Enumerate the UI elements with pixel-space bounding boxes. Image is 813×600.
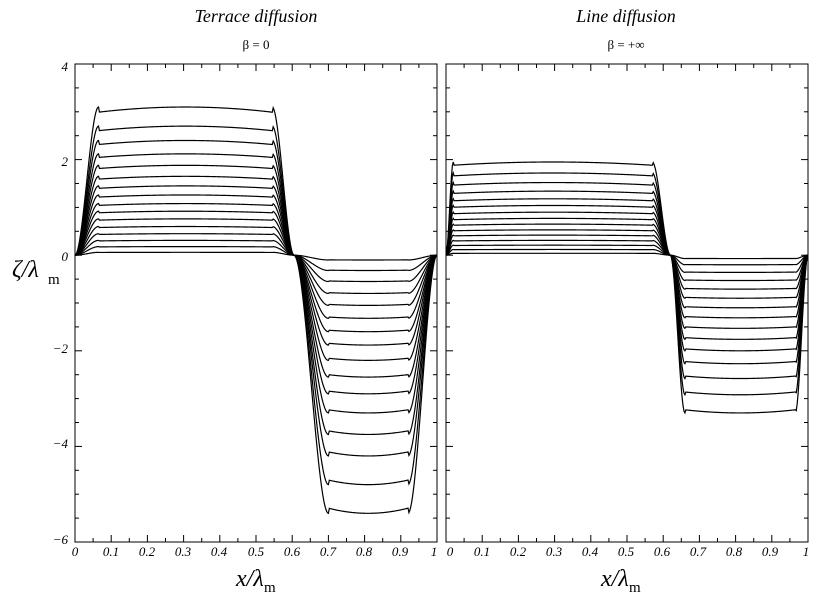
series-line-3 — [74, 139, 438, 457]
left-x-tick-labels: 0 0.1 0.2 0.3 0.4 0.5 0.6 0.7 0.8 0.9 1 — [72, 544, 438, 559]
right-curves — [445, 161, 809, 415]
series-line-5 — [74, 164, 438, 414]
y-tick-label: −2 — [53, 341, 69, 356]
series-line-4 — [445, 189, 809, 365]
series-line-11 — [445, 234, 809, 290]
right-x-axis-label: x/λ m — [600, 566, 641, 596]
x-tick-label: 0.8 — [726, 544, 743, 559]
x-tick-label: 0.1 — [103, 544, 119, 559]
x-tick-label: 0.7 — [690, 544, 707, 559]
left-x-axis-label-main: x/λ — [235, 566, 264, 592]
series-line-7 — [74, 185, 438, 378]
x-tick-label: 0.3 — [175, 544, 192, 559]
series-line-2 — [445, 170, 809, 397]
y-tick-label: −6 — [53, 532, 69, 547]
series-line-9 — [445, 223, 809, 309]
left-panel-subtitle: β = 0 — [243, 37, 270, 52]
x-tick-label: 0.9 — [392, 544, 409, 559]
series-line-16 — [74, 251, 438, 261]
series-line-15 — [445, 252, 809, 260]
series-line-15 — [74, 245, 438, 272]
series-line-14 — [445, 248, 809, 266]
left-tick-marks — [74, 63, 438, 543]
right-x-axis-label-sub: m — [629, 580, 641, 596]
right-panel-subtitle: β = +∞ — [607, 37, 644, 52]
series-line-1 — [74, 105, 438, 515]
y-tick-label: −4 — [53, 436, 69, 451]
x-tick-label: 0.2 — [139, 544, 156, 559]
series-line-10 — [74, 210, 438, 333]
x-tick-label: 0 — [72, 544, 79, 559]
left-plot-frame — [74, 63, 438, 543]
series-line-3 — [445, 180, 809, 380]
y-axis-label: ζ/λ m — [12, 257, 60, 288]
x-tick-label: 0.8 — [356, 544, 373, 559]
series-line-10 — [445, 228, 809, 299]
left-x-axis-label: x/λ m — [235, 566, 276, 596]
x-tick-label: 0.1 — [474, 544, 490, 559]
right-plot-panel — [445, 63, 809, 543]
left-panel-title: Terrace diffusion — [195, 6, 318, 26]
y-tick-label: 2 — [62, 154, 69, 169]
right-panel-title: Line diffusion — [575, 6, 676, 26]
x-tick-label: 1 — [431, 544, 438, 559]
right-tick-marks — [445, 63, 809, 543]
x-tick-label: 0 — [447, 544, 454, 559]
y-tick-label: 4 — [62, 59, 69, 74]
series-line-8 — [74, 194, 438, 362]
series-line-2 — [74, 124, 438, 486]
series-line-13 — [74, 233, 438, 295]
x-tick-label: 0.4 — [211, 544, 228, 559]
series-line-6 — [74, 175, 438, 395]
series-line-12 — [445, 239, 809, 282]
left-curves — [74, 105, 438, 515]
x-tick-label: 0.6 — [654, 544, 671, 559]
y-tick-labels: 4 2 0 −2 −4 −6 — [53, 59, 69, 547]
series-line-13 — [445, 244, 809, 274]
x-tick-label: 1 — [803, 544, 810, 559]
series-line-7 — [445, 210, 809, 330]
y-axis-label-sub: m — [48, 272, 60, 288]
x-tick-label: 0.4 — [582, 544, 599, 559]
left-plot-panel — [74, 63, 438, 543]
x-tick-label: 0.7 — [320, 544, 337, 559]
series-line-12 — [74, 225, 438, 307]
series-line-6 — [445, 204, 809, 341]
y-tick-label: 0 — [62, 249, 69, 264]
x-tick-label: 0.6 — [284, 544, 301, 559]
series-line-9 — [74, 202, 438, 346]
series-line-14 — [74, 239, 438, 283]
right-x-axis-label-main: x/λ — [600, 566, 629, 592]
right-plot-frame — [445, 63, 809, 543]
x-tick-label: 0.5 — [618, 544, 635, 559]
series-line-1 — [445, 161, 809, 415]
series-line-11 — [74, 218, 438, 319]
x-tick-label: 0.3 — [546, 544, 563, 559]
series-line-8 — [445, 217, 809, 319]
series-line-5 — [445, 197, 809, 352]
right-x-tick-labels: 0 0.1 0.2 0.3 0.4 0.5 0.6 0.7 0.8 0.9 1 — [447, 544, 810, 559]
x-tick-label: 0.5 — [248, 544, 265, 559]
y-axis-label-main: ζ/λ — [12, 257, 39, 283]
x-tick-label: 0.2 — [510, 544, 527, 559]
x-tick-label: 0.9 — [762, 544, 779, 559]
series-line-4 — [74, 152, 438, 436]
left-x-axis-label-sub: m — [264, 580, 276, 596]
